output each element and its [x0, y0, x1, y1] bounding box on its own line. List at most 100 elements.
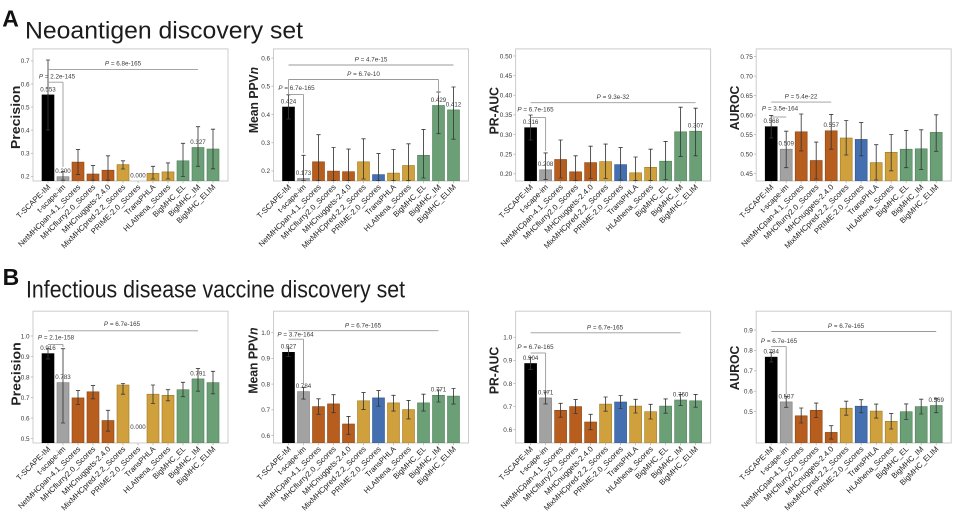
svg-text:0.75: 0.75 [740, 54, 753, 61]
svg-text:0.791: 0.791 [190, 370, 206, 377]
svg-text:P = 9.3e-32: P = 9.3e-32 [597, 94, 630, 101]
svg-text:0.5: 0.5 [744, 409, 753, 416]
svg-text:P = 6.7e-165: P = 6.7e-165 [345, 323, 382, 330]
svg-text:0.3: 0.3 [21, 151, 30, 158]
svg-text:P = 6.7e-165: P = 6.7e-165 [517, 107, 554, 114]
svg-text:0.429: 0.429 [431, 97, 447, 104]
svg-text:0.8: 0.8 [503, 381, 512, 388]
svg-text:0.4: 0.4 [261, 112, 270, 119]
svg-text:0.569: 0.569 [928, 397, 944, 404]
svg-text:0.30: 0.30 [500, 132, 513, 139]
svg-text:1.0: 1.0 [261, 330, 270, 337]
svg-text:0.7: 0.7 [21, 58, 30, 65]
svg-text:0.000: 0.000 [130, 424, 146, 431]
svg-text:P = 6.7e-165: P = 6.7e-165 [828, 323, 865, 330]
svg-text:0.316: 0.316 [523, 119, 539, 126]
svg-text:0.916: 0.916 [40, 345, 56, 352]
svg-text:0.412: 0.412 [446, 101, 462, 108]
svg-text:0.760: 0.760 [673, 391, 689, 398]
svg-text:0.8: 0.8 [21, 374, 30, 381]
svg-text:0.7: 0.7 [21, 395, 30, 402]
svg-text:0.65: 0.65 [740, 93, 753, 100]
svg-text:0.9: 0.9 [503, 358, 512, 365]
svg-text:0.2: 0.2 [21, 174, 30, 181]
svg-text:0.20: 0.20 [500, 171, 513, 178]
svg-text:0.6: 0.6 [503, 427, 512, 434]
svg-text:P = 6.7e-165: P = 6.7e-165 [278, 85, 315, 92]
svg-text:P = 6.7e-165: P = 6.7e-165 [761, 338, 798, 345]
svg-text:0.509: 0.509 [778, 141, 794, 148]
svg-text:0.6: 0.6 [21, 415, 30, 422]
svg-text:0.000: 0.000 [130, 173, 146, 180]
svg-text:B: B [3, 264, 20, 290]
svg-text:0.557: 0.557 [823, 122, 839, 129]
svg-text:P = 6.7e-165: P = 6.7e-165 [517, 344, 554, 351]
svg-text:P = 3.5e-164: P = 3.5e-164 [762, 105, 799, 112]
svg-text:0.70: 0.70 [740, 73, 753, 80]
svg-text:0.45: 0.45 [740, 171, 753, 178]
svg-text:Infectious disease vaccine dis: Infectious disease vaccine discovery set [26, 277, 405, 304]
svg-text:P = 6.7e-165: P = 6.7e-165 [104, 321, 141, 328]
svg-text:P = 5.4e-22: P = 5.4e-22 [785, 93, 818, 100]
svg-text:P = 6.7e-10: P = 6.7e-10 [347, 71, 380, 78]
svg-text:0.5: 0.5 [261, 84, 270, 91]
svg-text:0.904: 0.904 [523, 355, 539, 362]
svg-text:0.327: 0.327 [190, 139, 206, 146]
svg-text:0.208: 0.208 [538, 161, 554, 168]
svg-text:P = 6.8e-165: P = 6.8e-165 [105, 61, 142, 68]
svg-text:0.6: 0.6 [21, 81, 30, 88]
svg-text:0.5: 0.5 [21, 104, 30, 111]
svg-text:PR-AUC: PR-AUC [487, 346, 502, 394]
svg-text:0.7: 0.7 [744, 368, 753, 375]
svg-text:0.6: 0.6 [261, 55, 270, 62]
svg-text:0.4: 0.4 [21, 128, 30, 135]
svg-text:0.927: 0.927 [281, 344, 297, 351]
svg-text:0.55: 0.55 [740, 132, 753, 139]
svg-text:0.7: 0.7 [261, 407, 270, 414]
svg-text:0.200: 0.200 [55, 168, 71, 175]
svg-text:AUROC: AUROC [727, 345, 742, 390]
svg-text:0.771: 0.771 [431, 387, 447, 394]
svg-text:P = 2.2e-145: P = 2.2e-145 [39, 74, 76, 81]
svg-text:0.6: 0.6 [744, 389, 753, 396]
svg-text:A: A [2, 6, 19, 32]
svg-text:Mean PPVn: Mean PPVn [246, 67, 261, 133]
svg-text:0.2: 0.2 [261, 168, 270, 175]
svg-text:0.587: 0.587 [778, 393, 794, 400]
svg-text:1.0: 1.0 [503, 335, 512, 342]
svg-text:0.9: 0.9 [261, 356, 270, 363]
svg-text:0.783: 0.783 [55, 374, 71, 381]
svg-text:P = 6.7e-165: P = 6.7e-165 [587, 324, 624, 331]
svg-text:0.25: 0.25 [500, 152, 513, 159]
svg-text:0.6: 0.6 [261, 433, 270, 440]
svg-text:PR-AUC: PR-AUC [487, 86, 502, 134]
svg-text:0.771: 0.771 [538, 389, 554, 396]
svg-text:0.50: 0.50 [500, 53, 513, 60]
svg-text:0.424: 0.424 [281, 98, 297, 105]
svg-text:0.5: 0.5 [21, 436, 30, 443]
svg-text:0.8: 0.8 [261, 381, 270, 388]
svg-text:P = 2.1e-158: P = 2.1e-158 [38, 335, 75, 342]
svg-text:0.35: 0.35 [500, 112, 513, 119]
svg-text:P = 4.7e-15: P = 4.7e-15 [355, 57, 388, 64]
svg-text:Mean PPVn: Mean PPVn [246, 327, 261, 393]
svg-text:0.784: 0.784 [296, 383, 312, 390]
svg-text:Precision: Precision [8, 86, 23, 150]
svg-text:0.9: 0.9 [21, 354, 30, 361]
svg-text:0.40: 0.40 [500, 93, 513, 100]
svg-text:P = 3.7e-164: P = 3.7e-164 [277, 331, 314, 338]
svg-text:0.3: 0.3 [261, 140, 270, 147]
svg-text:0.60: 0.60 [740, 112, 753, 119]
svg-text:0.553: 0.553 [40, 86, 56, 93]
svg-text:0.7: 0.7 [503, 404, 512, 411]
svg-text:0.9: 0.9 [744, 327, 753, 334]
svg-text:0.784: 0.784 [763, 349, 779, 356]
svg-text:0.45: 0.45 [500, 73, 513, 80]
svg-text:0.307: 0.307 [688, 123, 704, 130]
svg-text:0.568: 0.568 [763, 118, 779, 125]
svg-text:Precision: Precision [8, 342, 23, 406]
svg-text:1.0: 1.0 [21, 333, 30, 340]
svg-text:0.8: 0.8 [744, 348, 753, 355]
svg-text:AUROC: AUROC [727, 85, 742, 130]
svg-text:0.50: 0.50 [740, 151, 753, 158]
